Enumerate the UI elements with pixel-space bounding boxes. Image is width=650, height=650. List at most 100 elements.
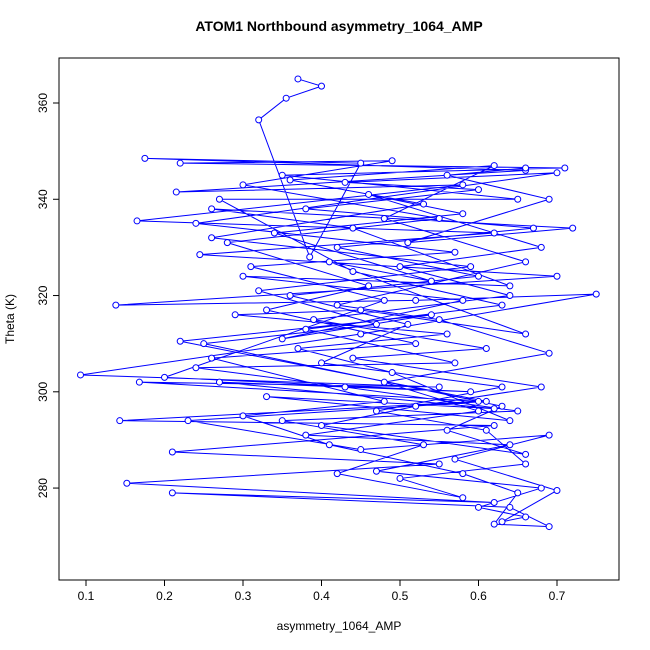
data-point — [365, 282, 373, 290]
data-point — [333, 301, 341, 309]
data-point — [435, 383, 443, 391]
data-point — [459, 181, 467, 189]
data-point — [161, 373, 169, 381]
data-point — [325, 258, 333, 266]
data-point — [396, 263, 404, 271]
data-point — [168, 489, 176, 497]
data-point — [435, 215, 443, 223]
y-axis-label: Theta (K) — [3, 294, 17, 344]
data-point — [168, 448, 176, 456]
data-point — [239, 412, 247, 420]
data-point — [467, 263, 475, 271]
data-point — [545, 431, 553, 439]
data-point — [255, 287, 263, 295]
data-point — [286, 292, 294, 300]
data-point — [365, 190, 373, 198]
data-point — [208, 205, 216, 213]
x-tick-label: 0.1 — [78, 589, 95, 603]
data-point — [529, 224, 537, 232]
data-point — [404, 320, 412, 328]
x-axis-label: asymmetry_1064_AMP — [277, 619, 402, 633]
data-line — [80, 78, 597, 528]
data-point — [357, 306, 365, 314]
data-point — [123, 479, 131, 487]
data-point — [412, 340, 420, 348]
data-point — [537, 383, 545, 391]
data-point — [427, 311, 435, 319]
data-point — [333, 470, 341, 478]
y-tick-label: 280 — [36, 478, 50, 498]
data-point — [116, 417, 124, 425]
data-point — [263, 393, 271, 401]
data-point — [349, 267, 357, 275]
data-point — [459, 210, 467, 218]
data-point — [357, 330, 365, 338]
data-point — [474, 407, 482, 415]
data-point — [498, 518, 506, 526]
data-point — [514, 407, 522, 415]
data-point — [172, 188, 180, 196]
data-point — [239, 272, 247, 280]
data-point — [192, 364, 200, 372]
data-point — [282, 94, 290, 102]
data-point — [490, 520, 498, 528]
data-point — [522, 164, 530, 172]
y-tick-label: 320 — [36, 285, 50, 305]
data-point — [459, 296, 467, 304]
data-point — [506, 417, 514, 425]
x-tick-label: 0.6 — [470, 589, 487, 603]
data-point — [380, 215, 388, 223]
data-point — [341, 383, 349, 391]
data-point — [514, 489, 522, 497]
data-point — [537, 484, 545, 492]
data-point — [239, 181, 247, 189]
data-point — [302, 325, 310, 333]
data-point — [522, 258, 530, 266]
x-tick-label: 0.4 — [313, 589, 330, 603]
data-point — [451, 455, 459, 463]
data-point — [443, 171, 451, 179]
data-point — [231, 311, 239, 319]
data-point — [349, 224, 357, 232]
data-point — [506, 292, 514, 300]
data-point — [372, 320, 380, 328]
data-point — [506, 503, 514, 511]
y-tick-label: 340 — [36, 189, 50, 209]
data-point — [482, 344, 490, 352]
data-point — [498, 402, 506, 410]
data-point — [459, 470, 467, 478]
data-point — [208, 354, 216, 362]
data-point — [451, 248, 459, 256]
data-point — [388, 369, 396, 377]
data-point — [278, 171, 286, 179]
data-point — [317, 421, 325, 429]
data-point — [490, 421, 498, 429]
data-point — [420, 441, 428, 449]
data-point — [133, 217, 141, 225]
data-point — [306, 253, 314, 261]
data-point — [537, 243, 545, 251]
data-point — [286, 176, 294, 184]
data-point — [545, 349, 553, 357]
data-point — [474, 503, 482, 511]
data-point — [490, 499, 498, 507]
data-point — [184, 417, 192, 425]
data-point — [176, 159, 184, 167]
data-point — [302, 205, 310, 213]
data-point — [569, 224, 577, 232]
data-point — [357, 446, 365, 454]
data-point — [317, 359, 325, 367]
data-point — [443, 426, 451, 434]
data-point — [302, 431, 310, 439]
data-point — [490, 405, 498, 413]
x-tick-label: 0.3 — [235, 589, 252, 603]
data-point — [553, 169, 561, 177]
data-point — [427, 277, 435, 285]
data-point — [341, 178, 349, 186]
data-point — [506, 441, 514, 449]
data-point — [176, 337, 184, 345]
data-point — [420, 200, 428, 208]
x-tick-label: 0.2 — [156, 589, 173, 603]
data-point — [270, 229, 278, 237]
data-point — [141, 154, 149, 162]
